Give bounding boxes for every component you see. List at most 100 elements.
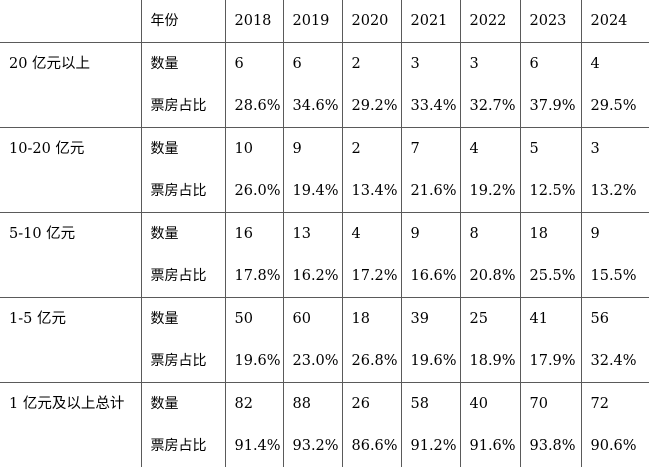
value-cell: 20.8% xyxy=(459,255,520,298)
value-cell: 6 xyxy=(224,42,283,85)
value-cell: 8 xyxy=(459,212,520,255)
value-cell: 18 xyxy=(519,212,581,255)
value-cell: 34.6% xyxy=(282,85,342,128)
metric-label: 数量 xyxy=(140,382,225,425)
value-cell: 26 xyxy=(341,382,401,425)
value-cell: 93.8% xyxy=(519,425,581,467)
value-cell: 86.6% xyxy=(341,425,401,467)
value-cell: 56 xyxy=(580,297,649,340)
table-row-share: 票房占比 91.4% 93.2% 86.6% 91.2% 91.6% 93.8% 90.6% xyxy=(0,425,649,467)
value-cell: 12.5% xyxy=(519,170,581,213)
value-cell: 13.4% xyxy=(341,170,401,213)
metric-label: 票房占比 xyxy=(140,340,225,383)
value-cell: 25 xyxy=(459,297,520,340)
metric-label: 票房占比 xyxy=(140,170,225,213)
value-cell: 88 xyxy=(282,382,342,425)
category-label: 20 亿元以上 xyxy=(0,42,141,128)
metric-label: 票房占比 xyxy=(140,255,225,298)
value-cell: 17.2% xyxy=(341,255,401,298)
year-2021: 2021 xyxy=(400,0,460,43)
value-cell: 19.4% xyxy=(282,170,342,213)
category-label: 1 亿元及以上总计 xyxy=(0,382,141,467)
metric-label: 数量 xyxy=(140,297,225,340)
value-cell: 58 xyxy=(400,382,460,425)
value-cell: 40 xyxy=(459,382,520,425)
value-cell: 26.8% xyxy=(341,340,401,383)
corner-cell xyxy=(0,0,141,43)
value-cell: 70 xyxy=(519,382,581,425)
value-cell: 7 xyxy=(400,127,460,170)
table-row-count: 1-5 亿元 数量 50 60 18 39 25 41 56 xyxy=(0,297,649,383)
year-2020: 2020 xyxy=(341,0,401,43)
table-row-count: 5-10 亿元 数量 16 13 4 9 8 18 9 xyxy=(0,212,649,298)
value-cell: 39 xyxy=(400,297,460,340)
value-cell: 90.6% xyxy=(580,425,649,467)
value-cell: 17.8% xyxy=(224,255,283,298)
value-cell: 2 xyxy=(341,127,401,170)
value-cell: 93.2% xyxy=(282,425,342,467)
value-cell: 6 xyxy=(519,42,581,85)
value-cell: 4 xyxy=(341,212,401,255)
value-cell: 32.7% xyxy=(459,85,520,128)
value-cell: 16.2% xyxy=(282,255,342,298)
value-cell: 15.5% xyxy=(580,255,649,298)
year-2022: 2022 xyxy=(459,0,520,43)
value-cell: 4 xyxy=(459,127,520,170)
table-row-share: 票房占比 17.8% 16.2% 17.2% 16.6% 20.8% 25.5% 15.5% xyxy=(0,255,649,298)
header-row: 年份 2018 2019 2020 2021 2022 2023 2024 xyxy=(0,0,649,43)
value-cell: 18.9% xyxy=(459,340,520,383)
category-label: 10-20 亿元 xyxy=(0,127,141,213)
value-cell: 60 xyxy=(282,297,342,340)
metric-label: 数量 xyxy=(140,127,225,170)
value-cell: 23.0% xyxy=(282,340,342,383)
year-2023: 2023 xyxy=(519,0,581,43)
value-cell: 26.0% xyxy=(224,170,283,213)
value-cell: 32.4% xyxy=(580,340,649,383)
value-cell: 37.9% xyxy=(519,85,581,128)
metric-label: 数量 xyxy=(140,42,225,85)
table-row-count: 10-20 亿元 数量 10 9 2 7 4 5 3 xyxy=(0,127,649,213)
value-cell: 72 xyxy=(580,382,649,425)
table-row-count: 1 亿元及以上总计 数量 82 88 26 58 40 70 72 xyxy=(0,382,649,467)
value-cell: 13.2% xyxy=(580,170,649,213)
value-cell: 4 xyxy=(580,42,649,85)
category-label: 1-5 亿元 xyxy=(0,297,141,383)
category-label: 5-10 亿元 xyxy=(0,212,141,298)
metric-label: 票房占比 xyxy=(140,85,225,128)
value-cell: 91.6% xyxy=(459,425,520,467)
value-cell: 17.9% xyxy=(519,340,581,383)
table-row-share: 票房占比 28.6% 34.6% 29.2% 33.4% 32.7% 37.9% 29.5% xyxy=(0,85,649,128)
value-cell: 3 xyxy=(580,127,649,170)
value-cell: 3 xyxy=(459,42,520,85)
value-cell: 91.4% xyxy=(224,425,283,467)
value-cell: 18 xyxy=(341,297,401,340)
value-cell: 10 xyxy=(224,127,283,170)
metric-label: 票房占比 xyxy=(140,425,225,467)
value-cell: 13 xyxy=(282,212,342,255)
value-cell: 2 xyxy=(341,42,401,85)
value-cell: 19.6% xyxy=(400,340,460,383)
value-cell: 29.2% xyxy=(341,85,401,128)
value-cell: 41 xyxy=(519,297,581,340)
year-2024: 2024 xyxy=(580,0,649,43)
value-cell: 16.6% xyxy=(400,255,460,298)
metric-label: 数量 xyxy=(140,212,225,255)
value-cell: 16 xyxy=(224,212,283,255)
value-cell: 82 xyxy=(224,382,283,425)
table-row-share: 票房占比 19.6% 23.0% 26.8% 19.6% 18.9% 17.9% 32.4% xyxy=(0,340,649,383)
value-cell: 3 xyxy=(400,42,460,85)
value-cell: 25.5% xyxy=(519,255,581,298)
value-cell: 21.6% xyxy=(400,170,460,213)
value-cell: 91.2% xyxy=(400,425,460,467)
year-2018: 2018 xyxy=(224,0,283,43)
value-cell: 28.6% xyxy=(224,85,283,128)
value-cell: 29.5% xyxy=(580,85,649,128)
value-cell: 9 xyxy=(580,212,649,255)
value-cell: 9 xyxy=(400,212,460,255)
header-label: 年份 xyxy=(140,0,225,43)
table-row-share: 票房占比 26.0% 19.4% 13.4% 21.6% 19.2% 12.5% 13.2% xyxy=(0,170,649,213)
value-cell: 6 xyxy=(282,42,342,85)
table-row-count: 20 亿元以上 数量 6 6 2 3 3 6 4 xyxy=(0,42,649,128)
